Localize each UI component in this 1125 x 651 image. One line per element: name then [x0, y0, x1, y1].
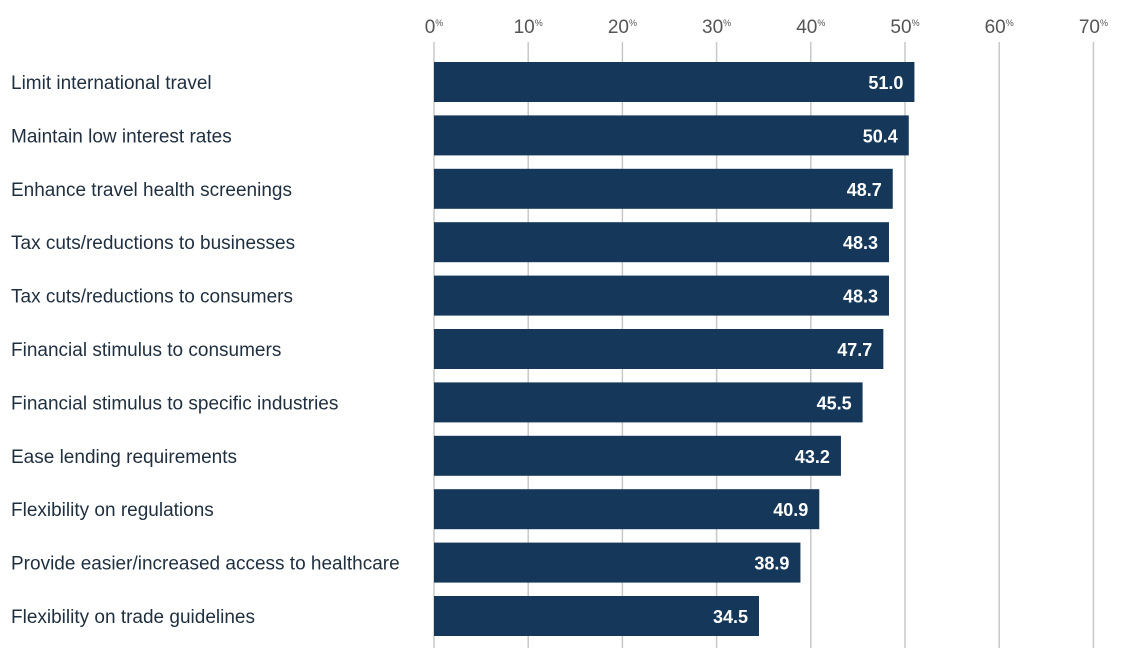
bar	[434, 382, 863, 423]
x-tick-label: 40%	[796, 17, 825, 38]
category-label: Tax cuts/reductions to consumers	[11, 287, 293, 308]
category-label: Maintain low interest rates	[11, 126, 232, 147]
data-label: 48.3	[843, 233, 878, 253]
data-labels: 51.0 50.4 48.7 48.3 48.3 47.7 45.5 43.2 40.9 38.9…	[713, 73, 903, 627]
category-labels: Limit international travel Maintain low i…	[11, 73, 400, 628]
bar	[434, 596, 759, 636]
x-tick-label: 0%	[425, 17, 444, 38]
data-label: 40.9	[773, 500, 808, 520]
x-axis-ticks: 0% 10% 20% 30% 40% 50% 60% 70%	[425, 17, 1108, 38]
bar	[434, 489, 820, 530]
data-label: 45.5	[817, 393, 852, 413]
data-label: 48.3	[843, 287, 878, 307]
data-label: 38.9	[754, 554, 789, 574]
x-tick-label: 60%	[985, 17, 1014, 38]
category-label: Ease lending requirements	[11, 447, 237, 468]
bars	[434, 62, 915, 636]
data-label: 51.0	[868, 73, 903, 93]
x-tick-label: 10%	[514, 17, 543, 38]
data-label: 43.2	[795, 447, 830, 467]
data-label: 34.5	[713, 607, 748, 627]
category-label: Flexibility on trade guidelines	[11, 607, 255, 628]
x-tick-label: 50%	[890, 17, 919, 38]
data-label: 50.4	[863, 126, 898, 146]
category-label: Financial stimulus to consumers	[11, 340, 281, 361]
bar	[434, 168, 893, 209]
bar	[434, 275, 889, 316]
bar	[434, 329, 884, 369]
bar	[434, 542, 801, 583]
category-label: Enhance travel health screenings	[11, 180, 292, 201]
category-label: Tax cuts/reductions to businesses	[11, 233, 295, 254]
x-tick-label: 30%	[702, 17, 731, 38]
category-label: Financial stimulus to specific industrie…	[11, 393, 338, 414]
category-label: Flexibility on regulations	[11, 500, 214, 521]
bar	[434, 62, 915, 102]
data-label: 48.7	[847, 180, 882, 200]
x-tick-label: 20%	[608, 17, 637, 38]
bar	[434, 222, 889, 263]
category-label: Provide easier/increased access to healt…	[11, 554, 400, 575]
x-tick-label: 70%	[1079, 17, 1108, 38]
bar	[434, 435, 841, 476]
category-label: Limit international travel	[11, 73, 212, 94]
bar	[434, 115, 909, 156]
data-label: 47.7	[837, 340, 872, 360]
